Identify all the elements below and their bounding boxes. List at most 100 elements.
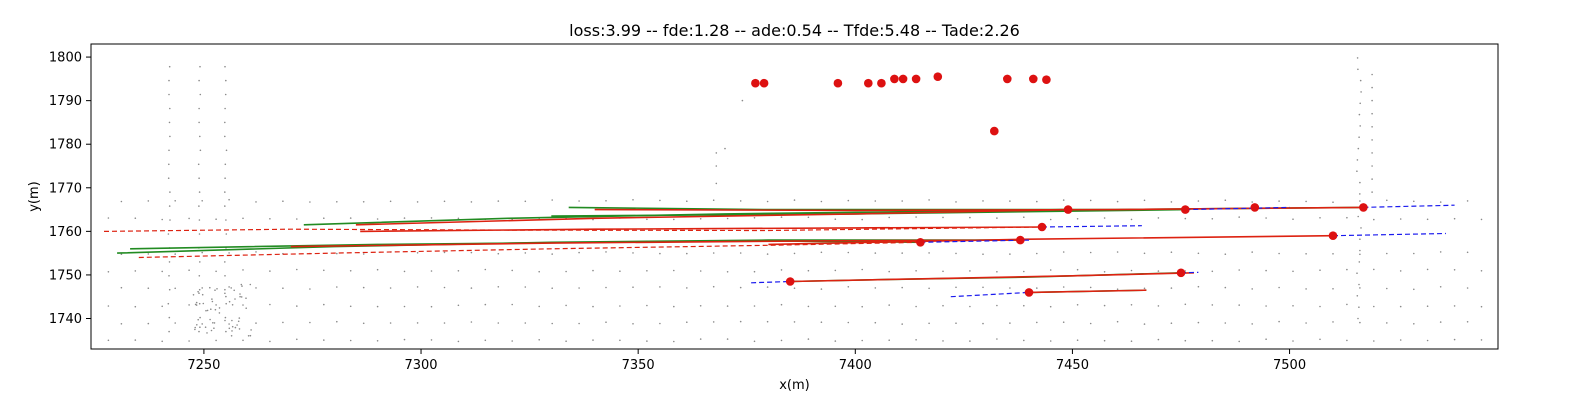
map-point: [198, 288, 201, 291]
map-point: [134, 305, 137, 308]
map-point: [336, 201, 338, 203]
map-point: [497, 286, 500, 288]
map-point: [928, 322, 930, 325]
map-point: [646, 218, 648, 221]
map-point: [245, 297, 247, 300]
map-point: [699, 305, 702, 307]
map-point: [349, 270, 352, 272]
map-point: [1373, 305, 1375, 308]
map-point: [205, 309, 207, 312]
map-point: [1251, 201, 1253, 203]
map-point: [1116, 251, 1119, 253]
map-point: [969, 340, 971, 342]
map-point: [888, 339, 890, 342]
map-point: [228, 300, 231, 303]
map-point: [538, 270, 540, 273]
map-point: [218, 307, 221, 309]
map-point: [1009, 287, 1011, 289]
map-point: [1373, 340, 1375, 342]
map-point: [228, 286, 230, 288]
map-point: [1426, 218, 1429, 221]
map-point: [196, 324, 198, 326]
map-point: [1036, 200, 1038, 203]
map-point: [820, 321, 823, 324]
map-point: [715, 152, 718, 154]
map-point: [807, 338, 810, 340]
map-point: [646, 270, 648, 272]
agent-marker: [1176, 268, 1186, 278]
map-point: [198, 275, 201, 277]
map-point: [1357, 317, 1359, 320]
map-point: [673, 218, 675, 221]
map-point: [309, 288, 311, 290]
map-point: [210, 308, 212, 311]
y-axis-label: y(m): [27, 181, 42, 212]
map-point: [236, 324, 238, 326]
map-point: [632, 286, 634, 289]
map-point: [1439, 201, 1442, 203]
map-point: [780, 216, 783, 218]
map-point: [484, 268, 487, 271]
map-point: [726, 271, 729, 273]
map-point: [1009, 253, 1011, 255]
map-point: [211, 300, 214, 303]
map-point: [1373, 218, 1375, 221]
agent-marker: [890, 74, 899, 84]
map-point: [169, 135, 171, 138]
agent-marker: [1029, 74, 1038, 84]
map-point: [198, 121, 200, 124]
map-point: [1359, 287, 1361, 289]
map-point: [820, 288, 823, 290]
map-point: [215, 218, 217, 220]
map-point: [1184, 217, 1187, 220]
map-point: [1386, 322, 1388, 324]
agent-marker: [1024, 288, 1034, 297]
map-point: [1413, 252, 1415, 255]
map-point: [807, 216, 810, 219]
agent-marker: [1016, 235, 1025, 245]
predicted-tracks-line: [360, 226, 1043, 233]
map-point: [197, 163, 200, 166]
map-point: [1049, 218, 1052, 221]
map-point: [188, 340, 190, 342]
map-point: [168, 149, 170, 152]
map-point: [715, 182, 718, 185]
map-point: [201, 323, 203, 325]
map-point: [524, 252, 527, 254]
map-point: [188, 269, 190, 272]
map-point: [632, 323, 634, 325]
map-point: [1371, 126, 1373, 128]
map-point: [199, 135, 201, 138]
map-point: [269, 340, 271, 343]
map-point: [605, 286, 607, 289]
map-point: [1197, 200, 1200, 202]
map-point: [928, 287, 930, 290]
map-point: [1399, 218, 1402, 220]
ground-truth-tracks-line: [303, 208, 1069, 226]
map-point: [228, 198, 230, 201]
map-point: [198, 205, 200, 207]
map-point: [389, 322, 392, 324]
map-point: [213, 327, 215, 330]
map-point: [578, 322, 580, 325]
map-point: [470, 287, 473, 289]
map-point: [212, 322, 214, 324]
map-point: [888, 304, 890, 306]
map-point: [225, 219, 227, 221]
map-point: [214, 308, 217, 311]
map-point: [240, 283, 243, 286]
map-point: [565, 340, 567, 343]
map-point: [739, 200, 742, 202]
predicted-tracks-line: [790, 272, 1195, 283]
map-point: [793, 321, 796, 323]
map-point: [169, 191, 171, 193]
map-point: [107, 217, 110, 219]
map-point: [336, 252, 338, 255]
map-point: [1265, 338, 1267, 341]
map-point: [213, 322, 216, 324]
map-point: [915, 339, 917, 341]
map-point: [198, 292, 200, 295]
map-point: [239, 295, 241, 298]
map-point: [766, 320, 769, 323]
